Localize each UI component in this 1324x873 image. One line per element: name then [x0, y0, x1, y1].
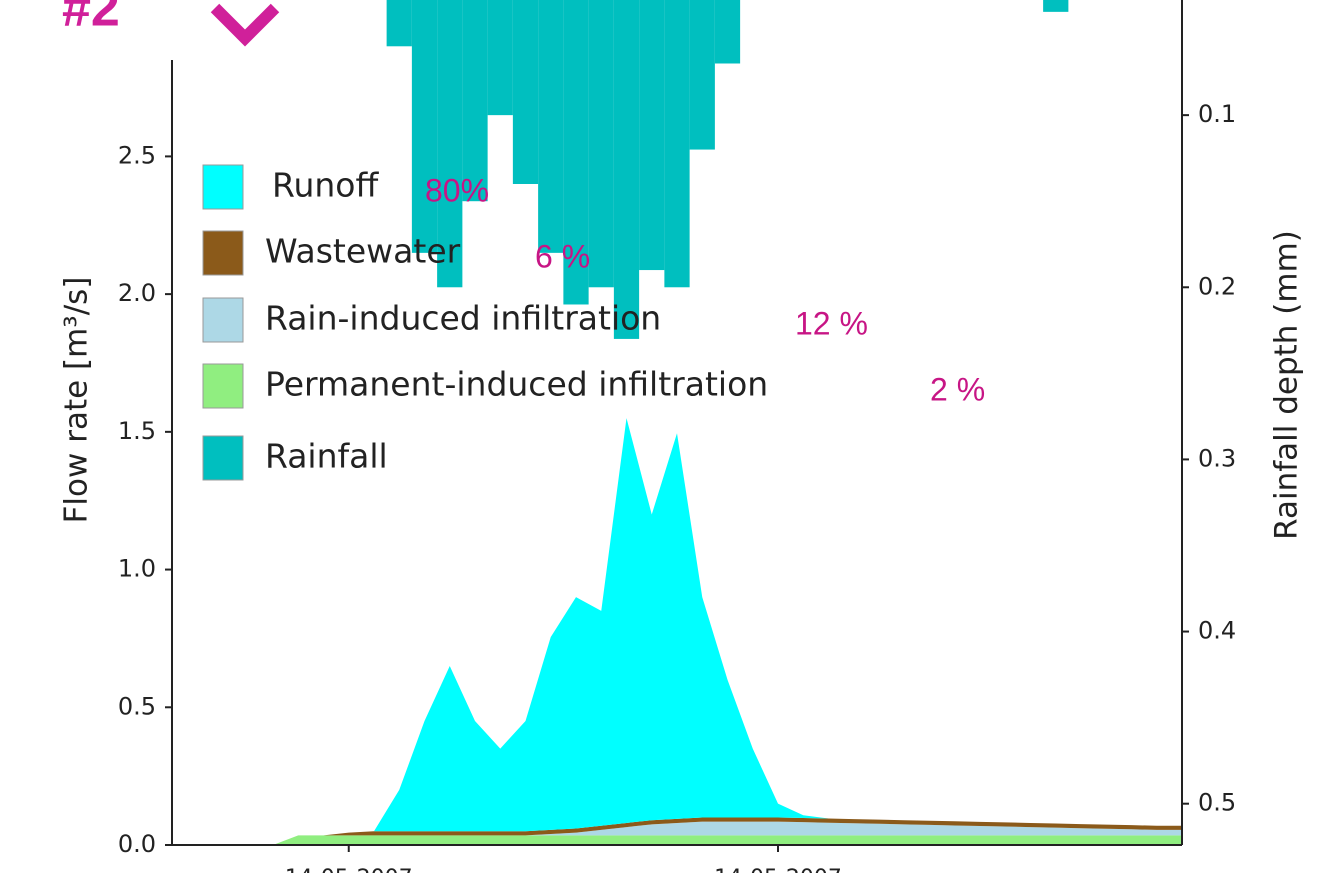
rain-bar — [538, 0, 564, 253]
legend-share: 2 % — [930, 371, 985, 407]
rain-bar — [664, 0, 690, 288]
y2-tick-label: 0.2 — [1198, 272, 1236, 300]
y2-axis-title: Rainfall depth (mm) — [1269, 230, 1305, 540]
legend-label: Rainfall — [265, 437, 388, 476]
rain-bar — [639, 0, 665, 271]
area — [172, 418, 1182, 845]
rain-bar — [487, 0, 513, 116]
y2-tick-label: 0.5 — [1198, 789, 1236, 817]
rain-bar — [1043, 0, 1069, 12]
rain-bar — [437, 0, 463, 288]
y-axis-title: Flow rate [m³/s] — [59, 277, 95, 524]
y-tick-label: 1.0 — [118, 555, 156, 583]
rain-bar — [563, 0, 589, 305]
rain-bar — [462, 0, 488, 202]
legend-label: Runoff — [272, 166, 379, 205]
rain-bar — [411, 0, 438, 253]
legend-label: Rain-induced infiltration — [265, 299, 661, 338]
y-tick-label: 0.5 — [118, 692, 156, 720]
y-tick-label: 2.0 — [118, 279, 156, 307]
plot-area — [172, 0, 1182, 845]
legend-label: Permanent-induced infiltration — [265, 365, 768, 404]
y2-tick-label: 0.3 — [1198, 444, 1236, 472]
legend-label: Wastewater — [265, 232, 461, 271]
y-tick-label: 2.5 — [118, 141, 156, 169]
rain-bar — [613, 0, 640, 339]
legend-swatch — [202, 363, 244, 409]
area — [172, 835, 1182, 845]
x-tick-label: 14-05-2007 — [285, 866, 413, 873]
overlay: 0.0 0.5 1.0 1.5 2.0 2.5 0.1 0.2 0.3 0.4 0.5 14-05-2… — [118, 0, 1236, 873]
legend-swatch — [202, 435, 244, 481]
rain-bar — [512, 0, 539, 184]
diamond-icon — [210, 3, 280, 47]
annotation: #2 — [62, 0, 120, 38]
y-tick-label: 0.0 — [118, 830, 156, 858]
area — [172, 817, 1182, 845]
y2-tick-label: 0.4 — [1198, 617, 1236, 645]
legend-share: 80% — [425, 172, 489, 208]
y-tick-label: 1.5 — [118, 417, 156, 445]
legend-swatch — [202, 230, 244, 276]
rain-bar — [689, 0, 715, 150]
legend-share: 6 % — [535, 238, 590, 274]
rain-bar — [386, 0, 412, 47]
legend-swatch — [202, 164, 244, 210]
legend-share: 12 % — [795, 305, 868, 341]
rain-bar — [714, 0, 741, 64]
legend-swatch — [202, 297, 244, 343]
x-tick-label: 14-05-2007 — [714, 866, 842, 873]
rain-bar — [588, 0, 614, 288]
y2-tick-label: 0.1 — [1198, 100, 1236, 128]
area — [172, 821, 1182, 845]
